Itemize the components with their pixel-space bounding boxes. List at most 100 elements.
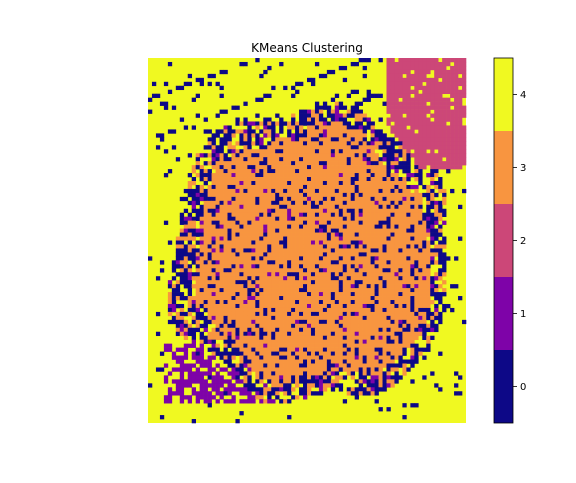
heatmap-cell xyxy=(358,177,363,182)
heatmap-cell xyxy=(458,65,463,71)
heatmap-cell xyxy=(366,145,371,150)
heatmap-cell xyxy=(239,200,244,206)
heatmap-cell xyxy=(247,323,252,329)
heatmap-cell xyxy=(235,177,240,182)
heatmap-cell xyxy=(370,319,375,325)
heatmap-cell xyxy=(346,387,352,392)
heatmap-cell xyxy=(330,196,336,202)
heatmap-cell xyxy=(247,236,252,241)
heatmap-cell xyxy=(418,272,423,277)
heatmap-cell xyxy=(287,184,292,190)
heatmap-cell xyxy=(362,331,367,337)
heatmap-cell xyxy=(215,280,220,285)
heatmap-cell xyxy=(382,173,387,178)
heatmap-cell xyxy=(275,363,280,368)
heatmap-cell xyxy=(211,220,216,225)
heatmap-cell xyxy=(287,339,292,344)
heatmap-cell xyxy=(426,216,431,221)
heatmap-cell xyxy=(330,319,336,325)
heatmap-cell xyxy=(358,173,363,178)
heatmap-cell xyxy=(287,212,292,217)
heatmap-cell xyxy=(378,232,383,237)
heatmap-cell xyxy=(326,256,332,261)
heatmap-cell xyxy=(223,280,228,285)
heatmap-cell xyxy=(370,347,375,352)
heatmap-cell xyxy=(291,256,296,261)
heatmap-cell xyxy=(350,303,356,309)
heatmap-cell xyxy=(402,216,407,221)
heatmap-cell xyxy=(438,351,443,356)
heatmap-cell xyxy=(279,141,284,146)
heatmap-cell xyxy=(283,331,288,337)
heatmap-cell xyxy=(227,145,232,150)
heatmap-cell xyxy=(310,268,316,273)
heatmap-cell xyxy=(318,276,324,281)
heatmap-cell xyxy=(382,220,387,225)
heatmap-cell xyxy=(338,220,344,225)
heatmap-cell xyxy=(279,161,284,166)
heatmap-cell xyxy=(414,240,419,245)
heatmap-cell xyxy=(366,260,371,265)
heatmap-cell xyxy=(346,359,352,364)
heatmap-cell xyxy=(314,296,320,301)
heatmap-cell xyxy=(322,129,328,134)
heatmap-cell xyxy=(386,228,391,233)
heatmap-cell xyxy=(414,109,419,114)
heatmap-cell xyxy=(358,260,363,265)
heatmap-cell xyxy=(322,165,328,170)
heatmap-cell xyxy=(462,153,467,158)
heatmap-cell xyxy=(418,315,423,321)
heatmap-cell xyxy=(458,141,463,146)
heatmap-cell xyxy=(414,307,419,313)
heatmap-cell xyxy=(231,192,236,198)
heatmap-cell xyxy=(334,212,340,217)
heatmap-cell xyxy=(231,177,236,182)
heatmap-cell xyxy=(390,296,395,301)
heatmap-cell xyxy=(430,188,435,194)
heatmap-cell xyxy=(271,145,276,150)
heatmap-cell xyxy=(255,184,260,190)
heatmap-cell xyxy=(243,145,248,150)
heatmap-cell xyxy=(231,248,236,253)
heatmap-cell xyxy=(334,323,340,329)
heatmap-cell xyxy=(314,383,320,388)
heatmap-cell xyxy=(314,228,320,233)
heatmap-cell xyxy=(251,395,256,400)
heatmap-cell xyxy=(219,169,224,174)
heatmap-cell xyxy=(223,69,228,75)
heatmap-cell xyxy=(310,149,316,154)
heatmap-cell xyxy=(171,315,177,321)
heatmap-cell xyxy=(390,113,395,118)
heatmap-cell xyxy=(183,244,189,249)
heatmap-cell xyxy=(279,180,284,186)
heatmap-cell xyxy=(386,347,391,352)
heatmap-cell xyxy=(414,319,419,325)
heatmap-cell xyxy=(239,256,244,261)
heatmap-cell xyxy=(394,240,399,245)
heatmap-cell xyxy=(271,339,276,344)
heatmap-cell xyxy=(342,161,348,166)
heatmap-cell xyxy=(334,355,340,360)
heatmap-cell xyxy=(434,165,439,170)
heatmap-cell xyxy=(259,196,264,202)
heatmap-cell xyxy=(271,323,276,329)
heatmap-cell xyxy=(255,153,260,158)
heatmap-cell xyxy=(330,359,336,364)
heatmap-cell xyxy=(394,351,399,356)
heatmap-cell xyxy=(207,403,212,408)
heatmap-cell xyxy=(414,200,419,206)
heatmap-cell xyxy=(239,371,244,376)
heatmap-cell xyxy=(271,288,276,293)
heatmap-cell xyxy=(314,129,320,134)
heatmap-cell xyxy=(390,184,395,190)
heatmap-cell xyxy=(267,65,272,71)
heatmap-cell xyxy=(326,260,332,265)
heatmap-cell xyxy=(342,208,348,214)
heatmap-cell xyxy=(247,399,252,404)
heatmap-cell xyxy=(426,137,431,142)
heatmap-cell xyxy=(358,383,363,388)
heatmap-cell xyxy=(219,85,224,91)
heatmap-cell xyxy=(283,351,288,356)
heatmap-cell xyxy=(442,272,447,277)
heatmap-cell xyxy=(378,133,383,138)
